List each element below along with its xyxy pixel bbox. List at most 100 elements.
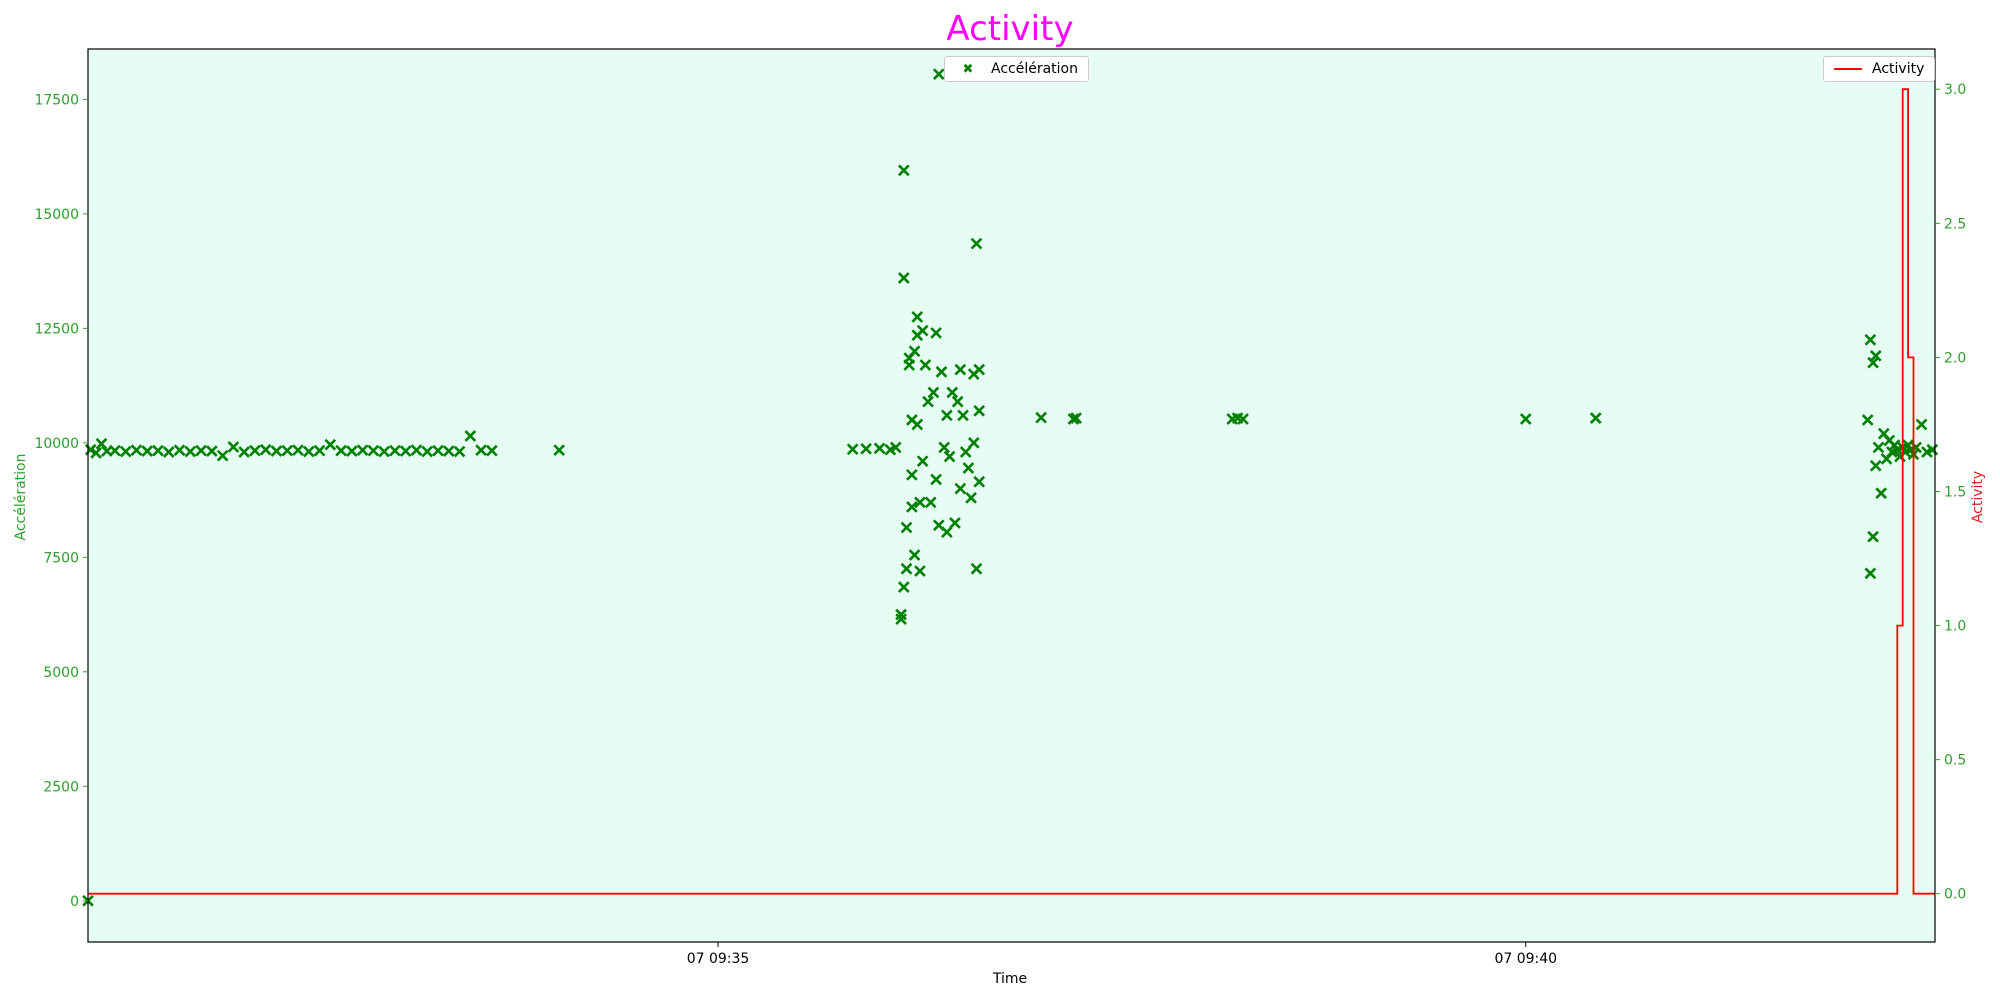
acceleration-point xyxy=(911,311,924,323)
acceleration-point xyxy=(970,237,983,250)
acceleration-point xyxy=(238,446,250,458)
acceleration-point xyxy=(378,445,391,458)
acceleration-point xyxy=(895,608,907,621)
acceleration-point xyxy=(951,395,964,408)
acceleration-point xyxy=(1875,487,1887,500)
acceleration-point xyxy=(281,444,294,457)
x-axis-label: Time xyxy=(992,971,1027,987)
acceleration-point xyxy=(453,445,466,458)
acceleration-point xyxy=(957,409,969,422)
acceleration-point xyxy=(1872,441,1885,454)
acceleration-point xyxy=(389,444,401,457)
acceleration-point xyxy=(95,437,108,450)
acceleration-point xyxy=(959,446,972,458)
acceleration-point xyxy=(195,444,207,457)
acceleration-point xyxy=(908,549,921,561)
legend-activity-label: Activity xyxy=(1872,61,1925,77)
acceleration-point xyxy=(922,395,934,408)
acceleration-point xyxy=(846,443,859,456)
acceleration-point xyxy=(884,443,897,456)
acceleration-point xyxy=(916,324,929,337)
acceleration-point xyxy=(1864,333,1877,346)
acceleration-point xyxy=(162,446,175,458)
acceleration-point xyxy=(906,469,918,481)
x-marker-icon: ✖ xyxy=(962,61,974,77)
acceleration-point xyxy=(1888,439,1901,451)
acceleration-point xyxy=(949,517,961,529)
acceleration-point xyxy=(941,409,953,422)
left-y-tick-label: 15000 xyxy=(34,207,79,223)
acceleration-point xyxy=(1237,413,1249,425)
acceleration-point xyxy=(965,491,977,504)
acceleration-point xyxy=(367,444,380,457)
right-y-tick-label: 0.5 xyxy=(1944,753,1966,769)
acceleration-point xyxy=(227,441,240,453)
acceleration-point xyxy=(943,450,956,463)
acceleration-point xyxy=(897,272,910,284)
acceleration-point xyxy=(911,418,924,431)
acceleration-point xyxy=(1902,439,1914,451)
acceleration-point xyxy=(1519,413,1532,425)
acceleration-point xyxy=(973,363,986,376)
acceleration-point xyxy=(109,444,121,457)
left-y-tick-label: 0 xyxy=(70,894,79,910)
acceleration-point xyxy=(356,444,369,457)
acceleration-point xyxy=(914,496,926,509)
acceleration-point xyxy=(346,445,358,457)
acceleration-point xyxy=(1915,418,1928,431)
acceleration-point xyxy=(908,345,921,358)
acceleration-point xyxy=(184,445,197,458)
acceleration-point xyxy=(973,475,986,488)
left-y-tick-label: 7500 xyxy=(43,550,79,566)
acceleration-point xyxy=(970,562,983,575)
acceleration-point xyxy=(130,444,143,457)
right-y-tick-label: 3.0 xyxy=(1944,82,1966,98)
acceleration-point xyxy=(873,442,886,455)
acceleration-point xyxy=(897,581,910,593)
acceleration-point xyxy=(1070,412,1082,424)
acceleration-point xyxy=(335,444,347,457)
acceleration-point xyxy=(410,444,423,457)
acceleration-point xyxy=(259,443,272,456)
acceleration-point xyxy=(141,445,154,457)
acceleration-point xyxy=(946,386,959,399)
acceleration-point xyxy=(216,449,229,462)
left-y-axis-label: Accélération xyxy=(13,454,29,541)
acceleration-point xyxy=(938,441,951,454)
acceleration-point xyxy=(941,526,953,538)
acceleration-point xyxy=(860,442,872,455)
acceleration-point xyxy=(313,444,326,457)
right-y-tick-label: 2.5 xyxy=(1944,216,1966,232)
right-y-tick-label: 0.0 xyxy=(1944,887,1966,903)
acceleration-point xyxy=(900,521,913,534)
plot-frame xyxy=(87,48,1936,943)
line-marker-icon xyxy=(1834,68,1862,70)
acceleration-point xyxy=(1921,446,1933,458)
acceleration-point xyxy=(270,445,283,457)
acceleration-point xyxy=(889,441,902,454)
acceleration-point xyxy=(101,445,113,457)
acceleration-point xyxy=(954,482,967,495)
acceleration-point xyxy=(930,473,942,486)
acceleration-point xyxy=(962,462,975,474)
acceleration-point xyxy=(916,455,929,467)
right-y-tick-label: 2.0 xyxy=(1944,350,1966,366)
acceleration-point xyxy=(173,444,186,457)
left-y-tick-label: 2500 xyxy=(43,779,79,795)
legend-activity: Activity xyxy=(1823,56,1936,82)
acceleration-point xyxy=(1035,411,1047,424)
acceleration-point xyxy=(935,366,948,378)
acceleration-point xyxy=(302,445,315,458)
left-y-tick-label: 12500 xyxy=(34,321,79,337)
acceleration-point xyxy=(906,501,918,513)
acceleration-point xyxy=(486,444,498,457)
acceleration-point xyxy=(249,444,261,457)
acceleration-point xyxy=(967,436,980,449)
acceleration-point xyxy=(1864,567,1877,580)
chart-title: Activity xyxy=(946,9,1073,49)
acceleration-point xyxy=(930,327,942,339)
acceleration-point xyxy=(442,445,455,457)
left-y-tick-label: 17500 xyxy=(34,92,79,108)
